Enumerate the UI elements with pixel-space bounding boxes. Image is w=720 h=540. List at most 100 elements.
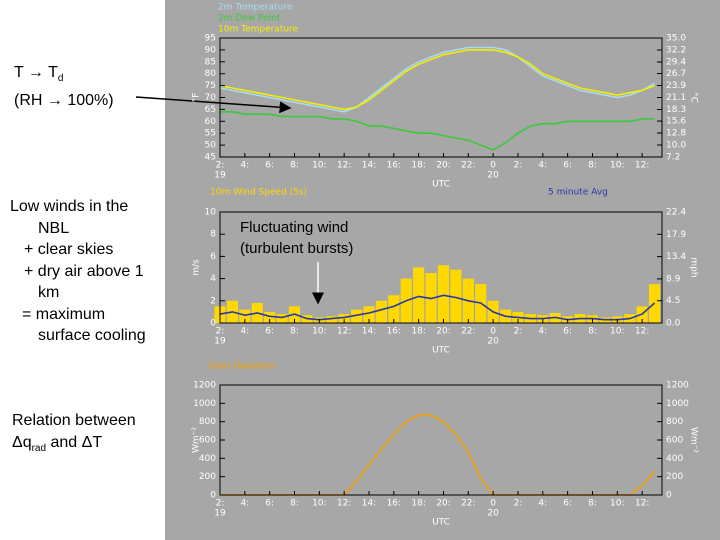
y2-tick-label: 1000 [666,399,689,409]
legend-entry: 10m Temperature [218,25,299,35]
chart-annotation: Fluctuating wind [240,219,348,236]
x-tick-label: 6: [563,161,572,171]
x-tick-label: 2: [514,327,523,337]
wind-bar [276,314,288,323]
x-tick-label: 6: [265,161,274,171]
y2-tick-label: 21.1 [666,93,686,103]
x-tick-label: 14: [362,327,376,337]
x-tick-label: 6: [265,327,274,337]
x-tick-label: 22: [461,161,475,171]
wind-bar [363,306,375,323]
chart-annotation: (turbulent bursts) [240,240,353,257]
note-line: surface cooling [38,327,146,344]
x-tick-label: 16: [387,327,401,337]
y2-tick-label: 8.9 [666,274,681,284]
x-tick-label: 10: [610,327,624,337]
x-tick-label: 2: [514,499,523,509]
y2-tick-label: 0.0 [666,319,681,329]
legend-entry: 2m Temperature [218,3,293,13]
dewpoint-note: T → Td (RH → 100%) [14,62,114,111]
legend-entry: Solar Radiation [208,362,276,372]
y-tick-label: 8 [210,230,216,240]
date-label: 19 [214,171,226,181]
legend-entry: 10m Wind Speed (5s) [210,188,307,198]
y2-tick-label: 800 [666,417,683,427]
x-tick-label: 6: [563,327,572,337]
y2-tick-label: 0 [666,491,672,501]
y-tick-label: 50 [205,141,217,151]
wind-bar [437,265,450,323]
plot-frame [219,211,663,324]
x-tick-label: 6: [265,499,274,509]
y-tick-label: 75 [205,81,216,91]
x-tick-label: 10: [312,327,326,337]
y-tick-label: 4 [210,274,216,284]
date-label: 20 [487,171,499,181]
series-line [220,111,655,151]
x-tick-label: 12: [635,499,649,509]
x-tick-label: 2: [216,161,225,171]
x-tick-label: 18: [411,327,425,337]
y2-tick-label: 10.0 [666,141,686,151]
x-tick-label: 4: [538,327,547,337]
date-label: 19 [214,337,226,347]
x-tick-label: 20: [436,161,450,171]
relation-note: Relation between Δqrad and ΔT [12,410,136,459]
x-tick-label: 22: [461,499,475,509]
y2-tick-label: 35.0 [666,34,686,44]
x-axis-label: UTC [432,180,450,190]
y-tick-label: 0 [210,491,216,501]
date-label: 20 [487,509,499,519]
y2-tick-label: 400 [666,454,683,464]
wind-bar [239,309,251,323]
note-line: = maximum [22,305,106,323]
note-line: km [38,284,60,301]
x-tick-label: 22: [461,327,475,337]
y-tick-label: 80 [205,69,217,79]
x-tick-label: 14: [362,161,376,171]
x-tick-label: 0 [490,499,496,509]
y-tick-label: 55 [205,129,216,139]
y2-tick-label: 600 [666,436,683,446]
x-tick-label: 8: [290,327,299,337]
y2-tick-label: 200 [666,472,683,482]
x-axis-label: UTC [432,518,450,528]
y-tick-label: 85 [205,57,216,67]
y2-axis-label: °C [689,92,699,103]
wind-bar [413,267,425,323]
y-tick-label: 1200 [193,381,216,391]
y-tick-label: 400 [199,454,216,464]
y2-tick-label: 1200 [666,381,689,391]
date-label: 20 [487,337,499,347]
y2-axis-label: Wm⁻² [689,427,699,453]
legend-entry: 5 minute Avg [548,188,608,198]
x-tick-label: 8: [588,161,597,171]
y-axis-label: Wm⁻² [192,427,202,453]
y-tick-label: 0 [210,319,216,329]
x-tick-label: 8: [588,499,597,509]
x-tick-label: 2: [216,327,225,337]
x-axis-label: UTC [432,346,450,356]
note-arrow [135,96,292,114]
date-label: 19 [214,509,226,519]
y-tick-label: 60 [205,117,217,127]
y2-axis-label: mph [689,257,699,277]
x-tick-label: 18: [411,161,425,171]
wind-bar [264,311,276,323]
x-tick-label: 8: [290,499,299,509]
y2-tick-label: 22.4 [666,208,686,218]
y2-tick-label: 7.2 [666,153,680,163]
y-tick-label: 45 [205,153,216,163]
x-tick-label: 10: [610,499,624,509]
y-tick-label: 2 [210,296,216,306]
note-subscript: rad [31,442,47,454]
wind-bar [388,295,400,323]
note-line: + clear skies [24,241,114,258]
y-tick-label: 90 [205,45,217,55]
y2-tick-label: 4.5 [666,296,680,306]
wind-bar [375,300,387,323]
y-tick-label: 800 [199,417,216,427]
y2-tick-label: 13.4 [666,252,686,262]
x-tick-label: 0 [490,161,496,171]
